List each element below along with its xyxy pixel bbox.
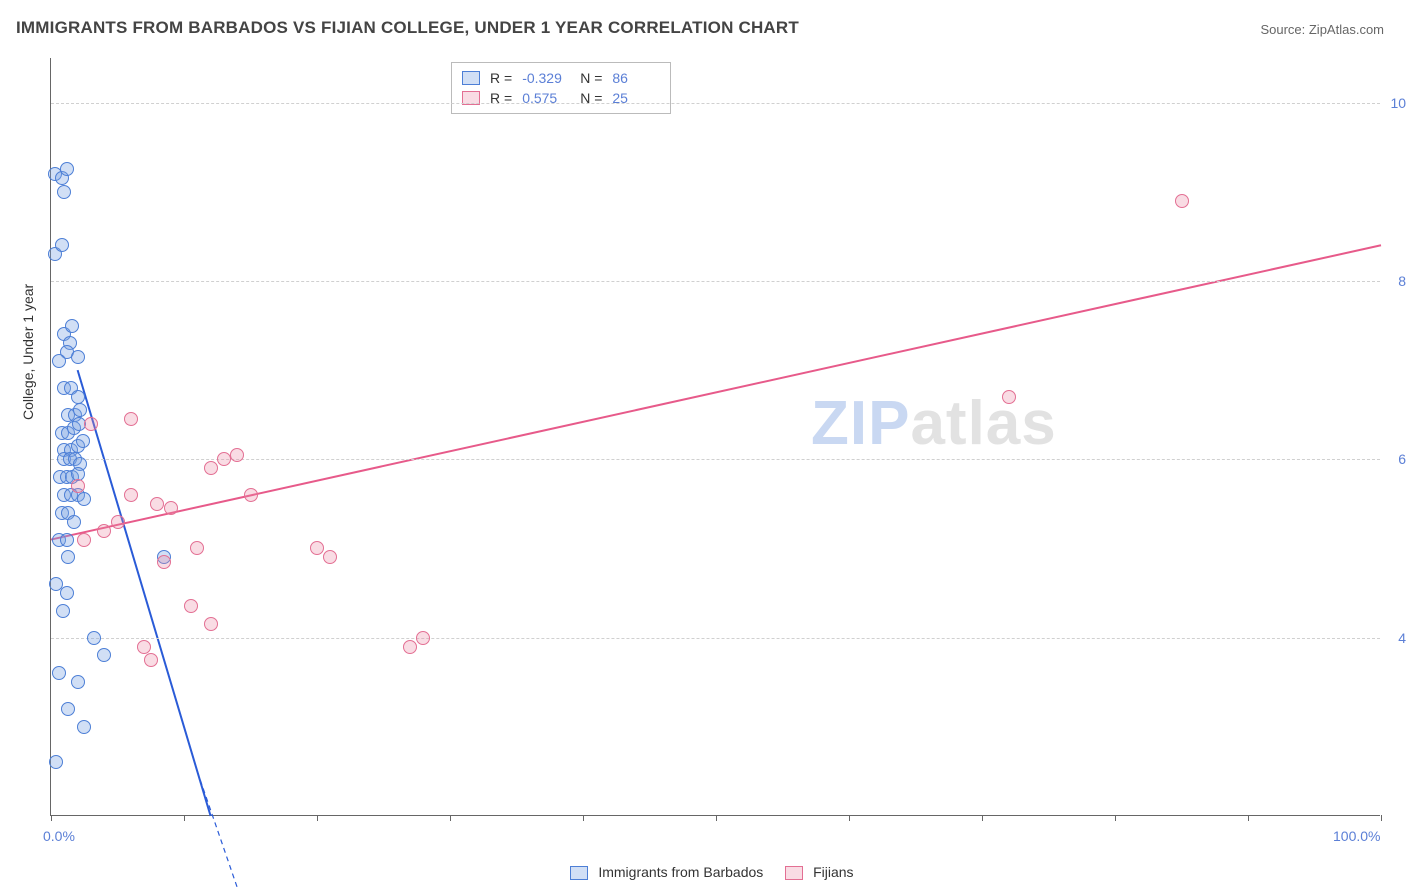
scatter-point (310, 541, 324, 555)
legend-swatch-fijians (785, 866, 803, 880)
x-tick (450, 815, 451, 821)
scatter-point (60, 586, 74, 600)
scatter-point (164, 501, 178, 515)
scatter-point (230, 448, 244, 462)
y-tick-label: 100.0% (1391, 95, 1406, 111)
scatter-point (57, 185, 71, 199)
scatter-point (73, 403, 87, 417)
scatter-point (97, 524, 111, 538)
scatter-point (56, 604, 70, 618)
scatter-point (55, 238, 69, 252)
scatter-point (67, 515, 81, 529)
x-tick (51, 815, 52, 821)
scatter-point (150, 497, 164, 511)
x-tick (1381, 815, 1382, 821)
scatter-point (204, 461, 218, 475)
x-tick (184, 815, 185, 821)
scatter-point (60, 533, 74, 547)
gridline (51, 459, 1380, 460)
gridline (51, 103, 1380, 104)
n-value-fijians: 25 (612, 90, 660, 106)
scatter-point (204, 617, 218, 631)
bottom-legend: Immigrants from Barbados Fijians (0, 864, 1406, 880)
x-tick-label: 100.0% (1333, 828, 1380, 844)
legend-swatch-barbados (570, 866, 588, 880)
x-tick (1248, 815, 1249, 821)
gridline (51, 281, 1380, 282)
scatter-point (1175, 194, 1189, 208)
r-label: R = (490, 70, 512, 86)
stats-row-barbados: R = -0.329 N = 86 (462, 68, 660, 88)
scatter-point (61, 702, 75, 716)
scatter-point (137, 640, 151, 654)
scatter-point (124, 412, 138, 426)
scatter-point (65, 319, 79, 333)
x-tick (982, 815, 983, 821)
x-tick-label: 0.0% (43, 828, 75, 844)
scatter-point (217, 452, 231, 466)
scatter-point (190, 541, 204, 555)
x-tick (849, 815, 850, 821)
scatter-point (71, 390, 85, 404)
scatter-point (77, 492, 91, 506)
scatter-point (71, 479, 85, 493)
scatter-point (416, 631, 430, 645)
x-tick (716, 815, 717, 821)
scatter-point (244, 488, 258, 502)
scatter-point (84, 417, 98, 431)
scatter-point (1002, 390, 1016, 404)
stats-legend-box: R = -0.329 N = 86 R = 0.575 N = 25 (451, 62, 671, 114)
gridline (51, 638, 1380, 639)
y-axis-label: College, Under 1 year (20, 284, 36, 420)
n-value-barbados: 86 (612, 70, 660, 86)
scatter-point (184, 599, 198, 613)
scatter-point (71, 675, 85, 689)
scatter-point (60, 162, 74, 176)
y-tick-label: 60.0% (1398, 451, 1406, 467)
scatter-point (76, 434, 90, 448)
y-tick-label: 80.0% (1398, 273, 1406, 289)
legend-label-fijians: Fijians (813, 864, 853, 880)
scatter-point (124, 488, 138, 502)
stats-row-fijians: R = 0.575 N = 25 (462, 88, 660, 108)
n-label: N = (580, 70, 602, 86)
scatter-point (157, 555, 171, 569)
source-label: Source: ZipAtlas.com (1260, 22, 1384, 37)
x-tick (317, 815, 318, 821)
trend-lines-layer (51, 58, 1380, 815)
trend-line (78, 370, 211, 816)
scatter-point (403, 640, 417, 654)
r-value-barbados: -0.329 (522, 70, 570, 86)
scatter-point (97, 648, 111, 662)
r-value-fijians: 0.575 (522, 90, 570, 106)
scatter-point (49, 755, 63, 769)
r-label: R = (490, 90, 512, 106)
chart-title: IMMIGRANTS FROM BARBADOS VS FIJIAN COLLE… (16, 18, 799, 38)
x-tick (1115, 815, 1116, 821)
scatter-point (71, 350, 85, 364)
swatch-barbados (462, 71, 480, 85)
scatter-point (144, 653, 158, 667)
scatter-point (77, 533, 91, 547)
n-label: N = (580, 90, 602, 106)
legend-label-barbados: Immigrants from Barbados (598, 864, 763, 880)
x-tick (583, 815, 584, 821)
scatter-point (52, 354, 66, 368)
scatter-point (52, 666, 66, 680)
scatter-point (61, 550, 75, 564)
scatter-point (87, 631, 101, 645)
scatter-point (323, 550, 337, 564)
plot-area: ZIPatlas R = -0.329 N = 86 R = 0.575 N =… (50, 58, 1380, 816)
y-tick-label: 40.0% (1398, 630, 1406, 646)
scatter-point (111, 515, 125, 529)
scatter-point (77, 720, 91, 734)
